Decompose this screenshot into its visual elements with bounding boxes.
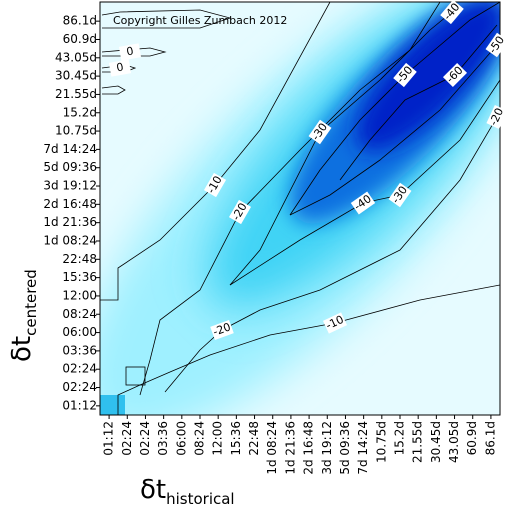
x-tick-label: 3d 19:12 [320, 421, 334, 475]
x-tick-label: 15.2d [393, 421, 407, 455]
contour-label: 0 [108, 59, 132, 77]
x-tick-label: 12:00 [211, 421, 225, 456]
contour-label-box [203, 172, 227, 198]
contour-label-box [210, 320, 234, 340]
x-tick-label: 06:00 [174, 421, 188, 456]
y-tick-label: 5d 09:36 [43, 160, 97, 174]
y-tick-label: 08:24 [62, 307, 97, 321]
y-tick-label: 1d 08:24 [43, 233, 97, 247]
y-tick-label: 15:36 [62, 270, 97, 284]
x-tick-label: 2d 16:48 [302, 421, 316, 475]
contour-label-box [308, 119, 332, 145]
contour-label: 0 [118, 43, 142, 61]
y-tick-label: 21.55d [55, 87, 97, 101]
contour-label: -30 [388, 182, 412, 208]
y-tick-label: 60.9d [63, 32, 97, 46]
plot-frame [99, 1, 501, 416]
y-tick-label: 3d 19:12 [43, 179, 97, 193]
heatmap [100, 2, 500, 415]
x-tick-label: 1d 21:36 [283, 421, 297, 475]
contour-label: -20 [486, 104, 508, 130]
y-tick-label: 01:12 [62, 398, 97, 412]
y-tick-label: 12:00 [62, 288, 97, 302]
contour-label-box [350, 191, 376, 215]
x-tick-label: 43.05d [447, 421, 461, 463]
y-tick-label: 43.05d [55, 50, 97, 64]
contour-label: -10 [322, 312, 348, 334]
x-tick-label: 02:24 [120, 421, 134, 456]
contour-label-box [322, 312, 348, 334]
contour-label-box [442, 62, 468, 88]
contour-label: -20 [210, 320, 234, 340]
x-tick-label: 01:12 [102, 421, 116, 456]
contour-label-box [108, 59, 132, 77]
x-tick-label: 1d 08:24 [265, 421, 279, 475]
x-tick-label: 60.9d [465, 421, 479, 455]
x-tick-label: 02:24 [138, 421, 152, 456]
x-tick-label: 7d 14:24 [356, 421, 370, 475]
y-tick-label: 15.2d [63, 105, 97, 119]
contour-label: -50 [485, 32, 509, 58]
y-tick-label: 30.45d [55, 69, 97, 83]
y-axis-label: δtcentered [7, 269, 40, 362]
y-tick-label: 06:00 [62, 325, 97, 339]
x-tick-label: 30.45d [429, 421, 443, 463]
x-tick-label: 5d 09:36 [338, 421, 352, 475]
x-tick-label: 86.1d [483, 421, 497, 455]
contour-label-text: 0 [125, 44, 134, 58]
y-tick-label: 02:24 [62, 380, 97, 394]
contour-label-box [393, 62, 417, 88]
y-tick-label: 7d 14:24 [43, 142, 97, 156]
x-tick-label: 21.55d [411, 421, 425, 463]
copyright: Copyright Gilles Zumbach 2012 [113, 14, 287, 27]
contour-label: -20 [228, 199, 252, 225]
contour-label: -10 [203, 172, 227, 198]
x-tick-label: 10.75d [374, 421, 388, 463]
x-tick-label: 15:36 [229, 421, 243, 456]
contour-label: -30 [308, 119, 332, 145]
x-axis-label: δthistorical [140, 475, 235, 508]
y-tick-label: 02:24 [62, 362, 97, 376]
y-tick-label: 1d 21:36 [43, 215, 97, 229]
contour-label: -40 [350, 191, 376, 215]
y-tick-label: 22:48 [62, 252, 97, 266]
contour-label-box [485, 32, 509, 58]
contour-label-box [388, 182, 412, 208]
contour-label-box [486, 104, 508, 130]
y-tick-label: 10.75d [55, 124, 97, 138]
contour-label-text: 0 [115, 60, 124, 74]
x-tick-label: 03:36 [156, 421, 170, 456]
contour-label-box [228, 199, 252, 225]
y-tick-label: 03:36 [62, 343, 97, 357]
y-tick-label: 86.1d [63, 14, 97, 28]
y-tick-label: 2d 16:48 [43, 197, 97, 211]
contour-label-text: -20 [211, 320, 232, 338]
x-tick-label: 08:24 [193, 421, 207, 456]
contour-label-box [118, 43, 142, 61]
contour-label-box [440, 0, 464, 25]
x-tick-label: 22:48 [247, 421, 261, 456]
